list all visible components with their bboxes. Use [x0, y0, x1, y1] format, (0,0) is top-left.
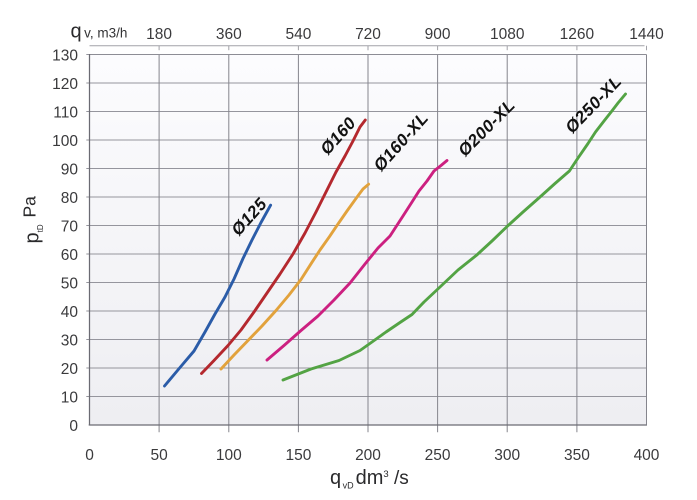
svg-text:360: 360: [216, 26, 242, 43]
svg-text:350: 350: [564, 447, 590, 464]
svg-text:40: 40: [61, 304, 79, 321]
svg-text:0: 0: [69, 418, 78, 435]
svg-text:250: 250: [425, 447, 451, 464]
svg-text:110: 110: [53, 105, 78, 122]
svg-text:100: 100: [52, 133, 78, 150]
svg-text:180: 180: [146, 26, 172, 43]
svg-text:1260: 1260: [560, 26, 595, 43]
svg-text:400: 400: [634, 447, 660, 464]
svg-text:0: 0: [85, 447, 94, 464]
svg-text:900: 900: [425, 26, 451, 43]
svg-text:200: 200: [355, 447, 381, 464]
svg-text:1440: 1440: [629, 26, 664, 43]
svg-text:300: 300: [494, 447, 520, 464]
svg-text:130: 130: [52, 48, 78, 65]
svg-text:150: 150: [285, 447, 311, 464]
svg-text:20: 20: [61, 361, 79, 378]
svg-text:70: 70: [61, 219, 79, 236]
svg-text:120: 120: [52, 76, 78, 93]
svg-text:qv, m3/h: q v, m3/h: [71, 21, 128, 43]
svg-text:90: 90: [61, 162, 79, 179]
svg-text:80: 80: [61, 190, 79, 207]
svg-text:720: 720: [355, 26, 381, 43]
svg-text:100: 100: [216, 447, 242, 464]
svg-text:60: 60: [61, 247, 79, 264]
svg-text:10: 10: [61, 390, 79, 407]
svg-text:30: 30: [61, 333, 79, 350]
svg-text:50: 50: [61, 276, 79, 293]
svg-text:50: 50: [150, 447, 168, 464]
svg-text:1080: 1080: [490, 26, 525, 43]
svg-text:540: 540: [285, 26, 311, 43]
